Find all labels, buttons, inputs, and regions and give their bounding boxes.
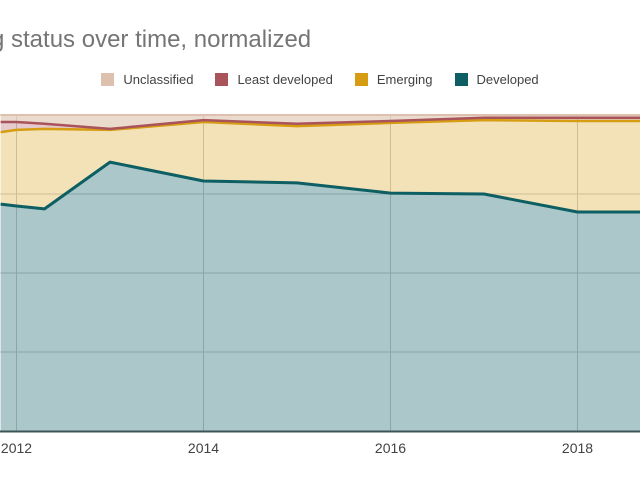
line-least-developed: [0, 116, 640, 131]
legend-swatch-emerging-icon: [354, 73, 368, 86]
chart-title: g status over time, normalized: [0, 26, 312, 53]
legend-swatch-unclassified-icon: [101, 73, 115, 86]
legend-label-emerging: Emerging: [376, 72, 433, 87]
legend-item-developed[interactable]: Developed: [454, 72, 539, 87]
legend-label-developed: Developed: [476, 72, 539, 87]
legend-label-least-developed: Least developed: [237, 72, 333, 87]
x-axis-label: 2018: [562, 440, 593, 456]
series-areas: [0, 115, 640, 431]
x-axis-label: 2012: [1, 440, 32, 456]
line-emerging: [0, 118, 640, 134]
area-emerging: [0, 120, 640, 212]
legend-item-least-developed[interactable]: Least developed: [215, 72, 333, 87]
x-axis-labels: 2012 2014 2016 2018: [1, 440, 593, 456]
x-axis-label: 2014: [188, 440, 219, 456]
area-developed: [0, 162, 640, 431]
legend-item-emerging[interactable]: Emerging: [354, 72, 433, 87]
legend-label-unclassified: Unclassified: [123, 72, 194, 87]
x-axis-label: 2016: [375, 440, 406, 456]
legend-swatch-least-developed-icon: [215, 73, 229, 86]
line-developed: [0, 160, 640, 214]
legend-swatch-developed-icon: [454, 73, 468, 86]
series-lines: [0, 114, 640, 214]
legend-item-unclassified[interactable]: Unclassified: [101, 72, 193, 87]
chart-legend: Unclassified Least developed Emerging De…: [0, 72, 640, 87]
